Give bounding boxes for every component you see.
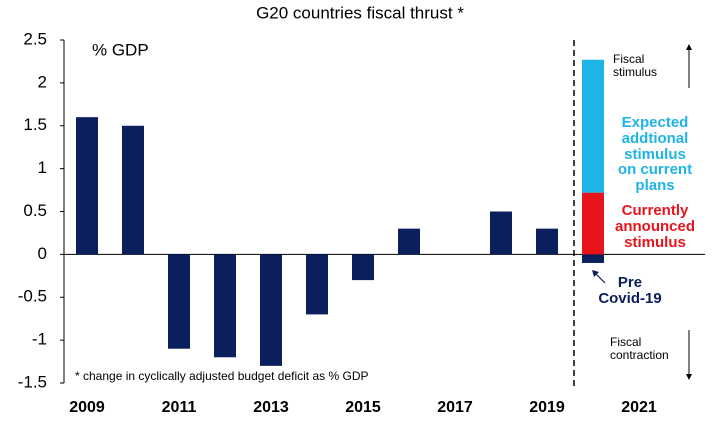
x-tick-label: 2011 (162, 399, 197, 416)
y-axis-label: % GDP (92, 40, 149, 59)
chart-title: G20 countries fiscal thrust * (256, 3, 464, 22)
y-tick-label: -1.5 (18, 372, 47, 391)
y-tick-label: -0.5 (18, 287, 47, 306)
x-tick-label: 2017 (437, 399, 473, 416)
bar (168, 254, 190, 349)
y-tick-label: 0 (38, 244, 47, 263)
bar (582, 254, 604, 263)
annotation: Fiscal contraction (610, 335, 669, 362)
y-tick-label: -1 (32, 330, 47, 349)
y-tick-label: 1 (38, 158, 47, 177)
x-tick-label: 2021 (621, 399, 657, 416)
arrow-up-head (686, 44, 692, 50)
pointer-arrow-head (592, 270, 599, 277)
bar (398, 228, 420, 255)
x-tick-label: 2019 (529, 399, 565, 416)
bar (352, 254, 374, 281)
bar (122, 125, 144, 255)
x-tick-label: 2015 (345, 399, 381, 416)
series-label: Currently announced stimulus (614, 202, 695, 251)
y-tick-label: 0.5 (23, 201, 47, 220)
y-tick-label: 2.5 (23, 29, 47, 48)
x-tick-label: 2013 (253, 399, 289, 416)
bar (582, 59, 604, 193)
y-tick-label: 2 (38, 72, 47, 91)
y-tick-label: 1.5 (23, 115, 47, 134)
bar (76, 117, 98, 255)
bar (260, 254, 282, 366)
bar (582, 192, 604, 255)
series-label: Expected addtional stimulus on current p… (617, 114, 693, 194)
footnote: * change in cyclically adjusted budget d… (75, 369, 369, 383)
bar (214, 254, 236, 358)
annotation: Fiscal stimulus (613, 52, 658, 79)
arrow-down-head (686, 374, 692, 380)
bar (306, 254, 328, 315)
x-tick-label: 2009 (69, 399, 105, 416)
bar (536, 228, 558, 255)
annotation: Pre Covid-19 (598, 274, 662, 307)
bar (490, 211, 512, 255)
